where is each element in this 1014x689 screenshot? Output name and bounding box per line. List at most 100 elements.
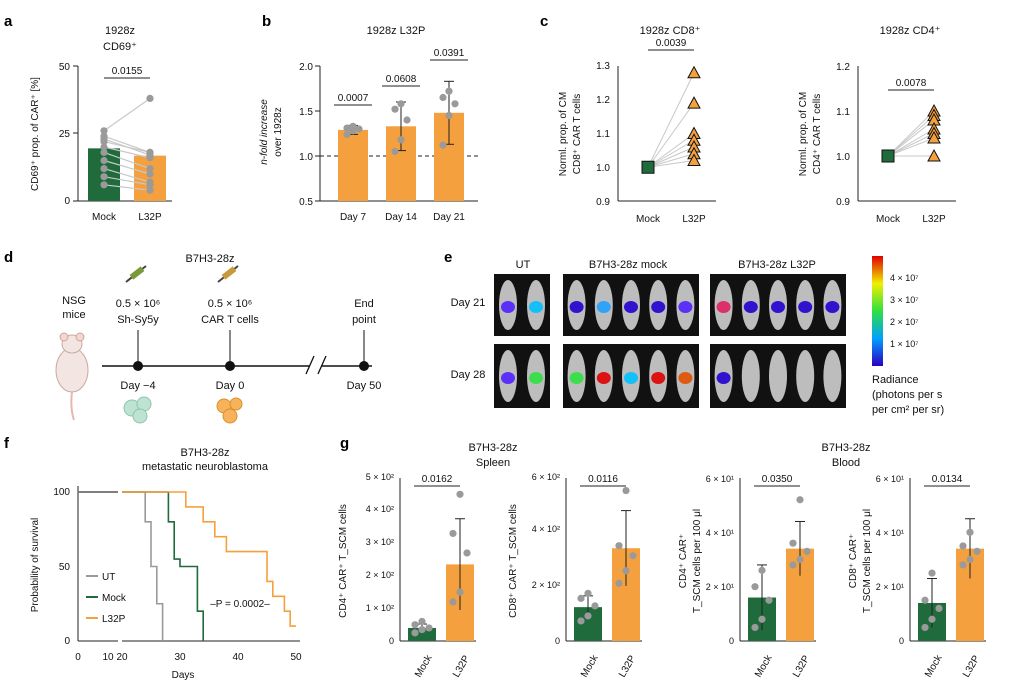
data-point [973,547,981,555]
panel-g4-ylabel-b: T_SCM cells per 100 μl [862,509,873,613]
paired-line [103,159,151,175]
data-point [615,579,623,587]
panel-b-ylabel1: n-fold increase [259,99,270,165]
bioluminescence-signal [825,301,840,313]
panel-e-legend1: Radiance [872,374,918,386]
data-point [463,549,471,557]
timeline-break [317,355,327,375]
panel-b-yticklabel: 1.5 [299,107,313,118]
data-point [935,604,943,613]
survival-curve-mock [122,491,204,641]
panel-g3-ylabel-a: CD4⁺ CAR⁺ [678,534,689,588]
data-point [615,542,623,550]
panel-d-inj1-dose: 0.5 × 10⁶ [116,298,161,310]
data-point [449,598,457,606]
panel-c-cd8-yticklabel: 1.3 [596,61,610,72]
panel-g1-pvalue: 0.0162 [422,474,453,485]
paired-line [647,153,695,168]
panel-g4-yticklabel: 0 [899,636,904,646]
data-point [146,170,154,178]
panel-a-yticklabel: 50 [59,62,71,73]
panel-b-yticklabel: 2.0 [299,62,313,73]
data-point [456,588,464,596]
panel-g4-ylabel-a: CD8⁺ CAR⁺ [848,534,859,588]
bioluminescence-signal [596,301,611,313]
data-point [622,486,630,495]
data-point [445,87,453,95]
bioluminescence-signal [743,301,758,313]
panel-e-mice [499,280,842,402]
panel-g1-xticklabel: L32P [451,653,472,679]
bioluminescence-signal [569,372,584,384]
data-point [100,138,108,146]
panel-e-legend3: per cm² per sr) [872,404,944,416]
panel-d-inj2-dose: 0.5 × 10⁶ [208,298,253,310]
panel-d-title: B7H3-28z [186,253,235,265]
mouse-silhouette [769,350,787,402]
bioluminescence-signal [569,301,584,313]
panel-g1-xticklabel: Mock [413,652,435,679]
panel-g3-xticklabel: Mock [753,652,775,679]
data-point [349,122,357,130]
radiance-color-scale [872,256,883,366]
panel-g-marks [408,486,984,641]
panel-a-title2: CD69⁺ [103,41,137,53]
panel-g2-yticklabel: 0 [555,636,560,646]
data-point [343,130,351,138]
paired-line [887,115,935,157]
paired-line [103,184,151,191]
panel-d-inj1-what: Sh-Sy5y [117,314,159,326]
panel-b-marks [338,80,464,201]
panel-g4-yticklabel: 2 × 10¹ [876,582,904,592]
panel-f-legend-ut: UT [102,572,115,583]
panel-b-pvalue: 0.0007 [338,93,369,104]
panel-g4-yticklabel: 6 × 10¹ [876,474,904,484]
survival-curve-l32p [122,491,296,627]
panel-f-yticklabel: 100 [53,487,70,498]
panel-e-legend2: (photons per s [872,389,943,401]
panel-c-ylabel-cd8-1: Norml. prop. of CM [558,92,569,176]
mouse-silhouette [823,350,842,402]
data-point [789,561,797,569]
panel-e-row-day28: Day 28 [451,369,486,381]
panel-label-d: d [4,249,13,266]
panel-f-xlabel: Days [172,670,195,681]
data-point [439,93,447,102]
mouse-silhouette [741,350,760,402]
data-point [100,181,108,189]
panel-g-title-blood2: Blood [832,457,860,469]
panel-f-yticklabel: 50 [59,562,71,573]
data-point [449,529,457,538]
panel-e: UT B7H3-28z mock B7H3-28z L32P Day 21 Da… [451,256,944,416]
panel-d-inj2-what: CAR T cells [201,314,259,326]
mouse-silhouette [796,350,815,402]
data-point [100,165,108,173]
syringe-icon [217,265,239,283]
paired-line [647,72,695,168]
data-point [355,125,363,133]
panel-g2-ylabel: CD8⁺ CAR⁺ T_SCM cells [508,504,519,618]
panel-e-scale-tick: 4 × 10⁷ [890,273,919,283]
panel-b-title: 1928z L32P [367,25,426,37]
data-point [425,624,433,632]
panel-g3-xticklabel: L32P [791,653,812,679]
data-point [418,617,426,626]
panel-e-group-mock: B7H3-28z mock [589,259,668,271]
data-point [146,165,154,173]
data-point [100,127,108,135]
panel-c-cd8-xticklabel: Mock [636,214,661,225]
data-point [622,567,630,575]
panel-e-row-day21: Day 21 [451,297,486,309]
data-point [403,116,411,124]
data-point [456,490,464,498]
panel-c-cd4-yticklabel: 1.0 [836,152,850,163]
paired-line [103,97,151,132]
panel-f-title1: B7H3-28z [181,447,230,459]
mouse-illustration [55,332,89,421]
panel-b-ylabel2: over 1928z [273,107,284,156]
panel-g2-yticklabel: 4 × 10² [532,524,560,534]
panel-f-ylabel: Probability of survival [30,518,41,612]
paired-line [647,160,695,168]
data-point [100,143,108,151]
data-point [584,589,592,597]
